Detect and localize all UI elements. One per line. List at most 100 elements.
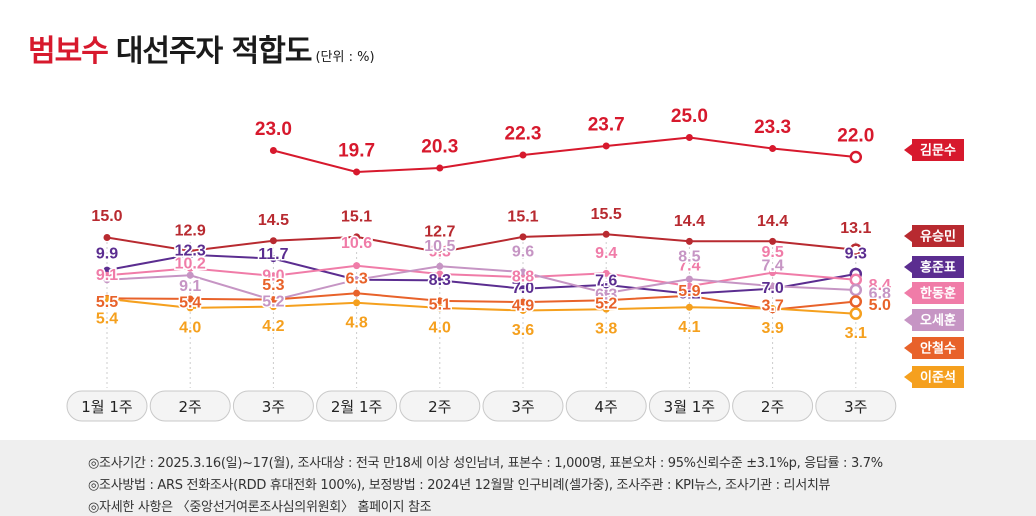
series-line-유승민 [106,233,856,254]
footer-notes: ◎조사기간 : 2025.3.16(일)~17(월), 조사대상 : 전국 만1… [0,440,1036,516]
data-point [519,298,527,306]
data-point [519,306,527,314]
legend-tag-pointer [904,144,912,156]
data-label: 3.1 [845,325,867,342]
data-label: 5.4 [96,310,118,327]
title-highlight: 범보수 [28,34,109,69]
data-label: 6.3 [345,271,367,288]
legend-label: 김문수 [920,144,956,159]
legend-label: 오세훈 [920,313,956,329]
data-point-end [849,283,863,297]
x-tick-pill [732,390,814,422]
data-point [186,264,194,272]
data-label: 13.1 [840,220,871,237]
data-label: 5.2 [262,294,284,311]
data-label: 9.9 [96,246,118,263]
data-point [602,142,610,150]
legend-tag-bg [912,282,964,304]
data-label: 14.4 [757,213,788,230]
legend-label: 홍준표 [920,260,956,276]
legend-tag-pointer [904,261,912,273]
data-label: 9.5 [761,244,783,261]
data-label: 22.3 [505,124,542,145]
data-label: 8.4 [96,293,118,310]
data-label: 15.0 [91,208,122,225]
x-tick-pill [565,390,647,422]
x-tick-label: 3주 [262,398,285,416]
data-label: 4.0 [429,319,451,336]
data-label: 14.5 [258,212,289,229]
data-point [353,299,361,307]
data-point [353,233,361,241]
legend-tag-pointer [904,230,912,242]
data-point [436,270,444,278]
title-main: 대선주자 적합도 [115,34,313,69]
legend-tag-pointer [904,314,912,326]
data-point [685,134,693,141]
data-label: 9.3 [845,245,867,262]
data-label: 10.6 [341,235,372,252]
data-point [519,273,527,281]
data-point [602,281,610,289]
data-point [685,275,693,283]
data-point [186,295,194,303]
data-label: 4.9 [512,298,534,315]
series-line-안철수 [106,292,856,311]
data-label: 10.2 [175,256,206,273]
data-point [436,276,444,284]
data-point [685,292,693,300]
legend-tag-bg [912,337,964,359]
data-label: 19.7 [338,140,375,161]
data-label: 8.4 [345,271,367,288]
data-point [519,285,527,293]
legend-tag-bg [912,139,964,161]
data-label: 3.6 [512,322,534,339]
data-label: 8.4 [869,277,891,294]
x-tick-pill [482,390,564,422]
data-point [436,262,444,270]
x-tick-pill [316,390,398,422]
data-point [103,276,111,284]
data-point [436,297,444,305]
data-label: 3.8 [595,321,617,338]
data-point [269,303,277,311]
legend-label: 유승민 [920,229,956,245]
data-label: 8.4 [345,271,367,288]
data-point [103,234,111,241]
data-point [353,168,361,176]
x-tick-label: 4주 [595,398,618,416]
data-label: 8.3 [429,272,451,289]
x-tick-pill [648,390,730,422]
data-label: 9.1 [96,267,118,284]
data-point [353,262,361,270]
data-point [519,233,527,241]
data-label: 5.1 [429,296,451,313]
data-label: 12.3 [175,242,206,259]
data-point [103,266,111,274]
legend-tag-pointer [904,342,912,354]
data-point [269,255,277,263]
legend-tag-bg [912,225,964,247]
data-point [186,304,194,312]
series-line-김문수 [273,136,856,174]
data-point-end [849,273,863,286]
x-tick-label: 1월 1주 [81,398,132,416]
data-label: 25.0 [671,106,708,127]
data-label: 12.9 [175,222,206,239]
data-label: 11.7 [258,246,288,263]
data-label: 23.3 [754,117,791,138]
data-label: 10.5 [424,238,455,255]
data-label: 5.9 [678,283,700,300]
data-point-end [849,150,863,164]
legend-label: 한동훈 [920,286,956,302]
data-point [769,282,777,290]
data-point [436,304,444,312]
data-point [602,296,610,304]
data-point [353,276,361,284]
x-tick-pill [815,390,897,422]
data-point [602,230,610,238]
data-point [519,151,527,159]
footer-note-survey-period: ◎조사기간 : 2025.3.16(일)~17(월), 조사대상 : 전국 만1… [88,456,883,471]
chart-title: 범보수 대선주자 적합도 (단위 : %) [28,26,375,70]
data-label: 23.7 [588,114,625,135]
